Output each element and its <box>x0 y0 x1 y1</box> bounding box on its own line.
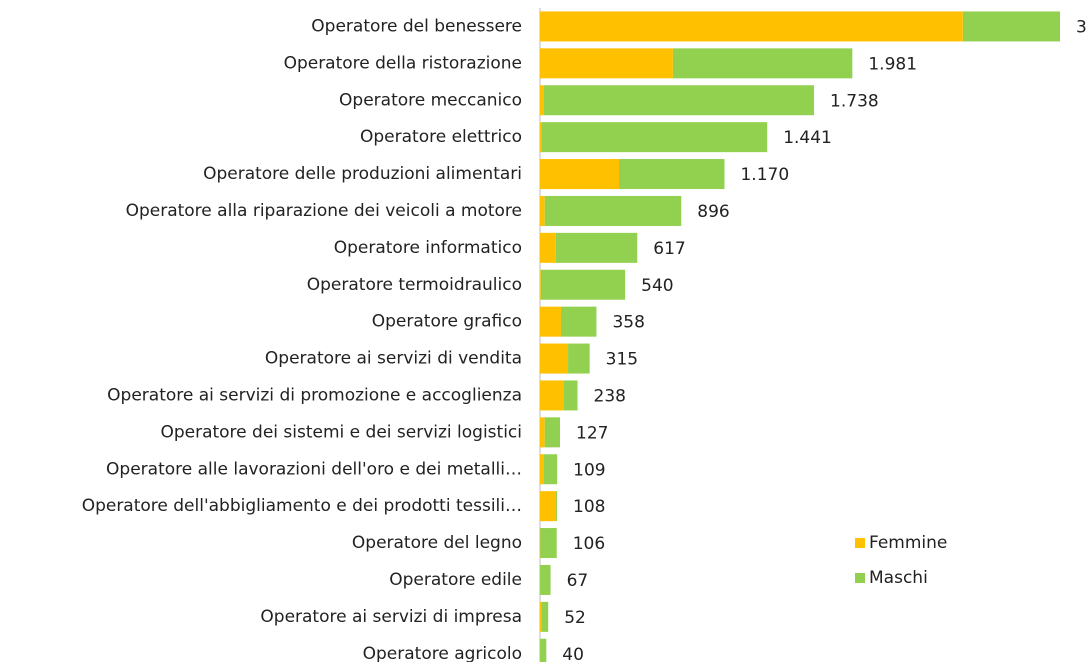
total-label: 1.170 <box>740 165 789 185</box>
bar-segment <box>540 528 557 559</box>
y-tick-label: Operatore del benessere <box>311 16 522 36</box>
bar-segment <box>540 343 569 374</box>
legend-swatch <box>855 538 865 548</box>
y-tick-label: Operatore ai servizi di promozione e acc… <box>107 385 522 405</box>
bar-segment <box>540 306 561 337</box>
bar-segment <box>540 159 619 190</box>
bar-segment <box>962 11 1060 42</box>
total-label: 238 <box>594 386 626 406</box>
total-label: 1.441 <box>783 128 832 148</box>
total-label: 109 <box>573 460 605 480</box>
bar-segment <box>540 417 545 448</box>
y-tick-label: Operatore della ristorazione <box>284 53 522 73</box>
legend-swatch <box>855 573 865 583</box>
y-tick-label: Operatore informatico <box>334 238 522 258</box>
bar-segment <box>563 380 578 411</box>
y-tick-label: Operatore delle produzioni alimentari <box>203 164 522 184</box>
y-tick-label: Operatore grafico <box>372 312 522 332</box>
bar-segment <box>541 601 549 632</box>
y-tick-label: Operatore termoidraulico <box>307 275 522 295</box>
bar-segment <box>540 232 556 263</box>
total-label: 3.298 <box>1076 17 1086 37</box>
bar-segment <box>540 269 541 300</box>
bar-segment <box>543 85 815 116</box>
total-label: 52 <box>564 608 586 628</box>
total-label: 540 <box>641 276 673 296</box>
bar-segment <box>540 638 547 662</box>
total-label: 40 <box>562 645 584 662</box>
bar-segment <box>544 195 682 226</box>
bar-segment <box>540 564 551 595</box>
bar-segment <box>540 491 556 522</box>
total-label: 896 <box>697 202 729 222</box>
bar-segment <box>555 232 638 263</box>
bar-segment <box>540 269 626 300</box>
bar-segment <box>568 343 590 374</box>
bar-segment <box>540 195 545 226</box>
y-tick-label: Operatore meccanico <box>339 90 522 110</box>
total-label: 1.981 <box>868 54 917 74</box>
y-tick-label: Operatore ai servizi di impresa <box>260 607 522 627</box>
bar-segment <box>618 159 725 190</box>
bar-segment <box>540 11 963 42</box>
total-label: 108 <box>573 497 605 517</box>
total-label: 67 <box>567 571 589 591</box>
total-label: 106 <box>573 534 605 554</box>
bar-segment <box>540 454 544 485</box>
y-tick-label: Operatore del legno <box>352 533 522 553</box>
total-label: 127 <box>576 423 608 443</box>
total-label: 358 <box>612 313 644 333</box>
y-tick-label: Operatore dell'abbigliamento e dei prodo… <box>82 496 522 516</box>
y-tick-label: Operatore edile <box>389 570 522 590</box>
legend-label: Femmine <box>869 533 947 553</box>
total-label: 617 <box>653 239 685 259</box>
bar-segment <box>540 122 542 153</box>
bar-segment <box>672 48 853 79</box>
y-tick-label: Operatore agricolo <box>363 644 522 662</box>
bar-segment <box>540 85 544 116</box>
y-tick-label: Operatore elettrico <box>360 127 522 147</box>
y-tick-label: Operatore alla riparazione dei veicoli a… <box>126 201 522 221</box>
total-label: 315 <box>606 350 638 370</box>
bar-segment <box>543 454 558 485</box>
bar-segment <box>544 417 561 448</box>
bar-segment <box>541 122 768 153</box>
bar-segment <box>540 380 564 411</box>
bar-segment <box>560 306 597 337</box>
y-tick-label: Operatore dei sistemi e dei servizi logi… <box>160 422 522 442</box>
bar-segment <box>540 601 542 632</box>
total-label: 1.738 <box>830 91 879 111</box>
y-tick-label: Operatore ai servizi di vendita <box>265 349 522 369</box>
bar-segment <box>555 491 558 522</box>
legend-label: Maschi <box>869 568 928 588</box>
bar-segment <box>540 48 673 79</box>
y-tick-label: Operatore alle lavorazioni dell'oro e de… <box>106 459 522 479</box>
